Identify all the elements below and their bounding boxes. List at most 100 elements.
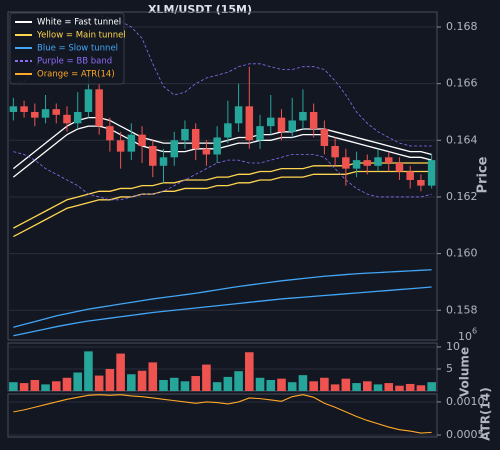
- candle-body: [320, 128, 329, 146]
- candle-body: [138, 134, 146, 146]
- volume-bar: [373, 384, 383, 391]
- panel-frame: [7, 11, 438, 341]
- y-tick-label: 0.0010: [446, 395, 485, 408]
- tunnel-line: [13, 170, 432, 238]
- volume-bar: [234, 371, 243, 391]
- volume-bar: [309, 381, 318, 391]
- candle-body: [41, 109, 50, 118]
- legend-box: [9, 12, 125, 85]
- volume-bar: [245, 352, 254, 391]
- legend-label: White = Fast tunnel: [37, 18, 121, 28]
- y-tick-label: 0.164: [446, 133, 478, 146]
- panel-frame: [7, 342, 438, 392]
- volume-bar: [341, 378, 351, 391]
- tunnel-line: [13, 162, 432, 229]
- volume-bar: [277, 378, 286, 391]
- candle-body: [374, 157, 382, 166]
- volume-bar: [19, 383, 29, 391]
- volume-bar: [287, 382, 297, 391]
- candle-body: [288, 120, 296, 132]
- volume-bar: [180, 381, 190, 391]
- volume-bar: [266, 379, 276, 391]
- volume-bar: [384, 383, 394, 391]
- atr-line: [13, 394, 432, 434]
- candle-body: [170, 140, 178, 158]
- candle-body: [224, 123, 232, 138]
- candle-body: [181, 128, 189, 141]
- y-tick-label: 0.0005: [446, 428, 485, 441]
- candle-body: [267, 117, 275, 127]
- y-tick-label: 0.168: [446, 20, 478, 33]
- candle-body: [63, 114, 71, 124]
- tunnel-line: [13, 151, 432, 201]
- volume-bar: [127, 374, 136, 391]
- candle-body: [245, 106, 254, 141]
- candle-body: [352, 160, 361, 169]
- volume-bar: [51, 381, 61, 391]
- candle-body: [309, 111, 318, 129]
- volume-bar: [9, 382, 18, 391]
- candle-body: [234, 106, 243, 124]
- volume-bar: [223, 376, 233, 391]
- volume-bar: [41, 384, 50, 391]
- candle-body: [191, 128, 200, 149]
- volume-bar: [362, 381, 372, 391]
- candle-body: [384, 157, 393, 163]
- y-tick-label: 5: [446, 362, 453, 375]
- candle-body: [52, 109, 61, 115]
- panel-frame: [7, 393, 438, 438]
- volume-bar: [62, 377, 72, 391]
- chart-title: XLM/USDT (15M): [148, 3, 252, 16]
- y-tick-label: 0.158: [446, 303, 478, 316]
- candle-body: [406, 171, 414, 180]
- y-tick-label: 0.160: [446, 247, 478, 260]
- volume-bar: [137, 370, 147, 391]
- legend-label: Blue = Slow tunnel: [37, 44, 118, 54]
- tunnel-line: [12, 125, 432, 178]
- volume-bar: [191, 376, 200, 391]
- candle-body: [95, 89, 103, 127]
- candle-body: [395, 162, 404, 172]
- volume-bar: [352, 383, 361, 391]
- candle-body: [73, 111, 82, 124]
- volume-bar: [212, 382, 222, 391]
- y-tick-label: 0.166: [446, 77, 478, 90]
- volume-bar: [73, 372, 83, 391]
- volume-bar: [255, 377, 265, 391]
- candle-body: [213, 137, 221, 155]
- offset-label: 10: [458, 330, 472, 343]
- tunnel-line: [13, 269, 432, 328]
- candle-body: [256, 126, 264, 141]
- candle-body: [149, 145, 157, 166]
- y-tick-label: 10: [446, 340, 460, 353]
- volume-bar: [395, 385, 404, 391]
- candle-body: [20, 106, 28, 112]
- legend-label: Yellow = Main tunnel: [36, 31, 126, 41]
- volume-bar: [330, 384, 340, 391]
- candle-body: [277, 117, 286, 132]
- offset-exponent: 6: [472, 327, 477, 336]
- volume-bar: [405, 383, 415, 391]
- legend-label: Orange = ATR(14): [37, 70, 115, 80]
- volume-bar: [105, 368, 115, 391]
- candle-body: [9, 106, 18, 112]
- volume-bar: [84, 351, 93, 391]
- candle-body: [84, 89, 93, 112]
- volume-bar: [94, 375, 104, 391]
- volume-bar: [116, 353, 125, 391]
- y-axis-label: Price: [476, 156, 491, 193]
- volume-bar: [427, 382, 436, 391]
- candle-body: [417, 179, 425, 186]
- legend-label: Purple = BB band: [37, 57, 112, 67]
- candle-body: [106, 126, 114, 141]
- tunnel-line: [13, 286, 432, 337]
- candle-body: [31, 111, 39, 118]
- y-tick-label: 0.162: [446, 190, 478, 203]
- volume-bar: [159, 379, 168, 391]
- candle-body: [299, 111, 307, 121]
- volume-bar: [416, 385, 426, 391]
- tunnel-line: [12, 117, 432, 170]
- candle-body: [331, 145, 339, 158]
- candle-body: [127, 134, 136, 152]
- y-axis-label: Volume: [458, 347, 472, 397]
